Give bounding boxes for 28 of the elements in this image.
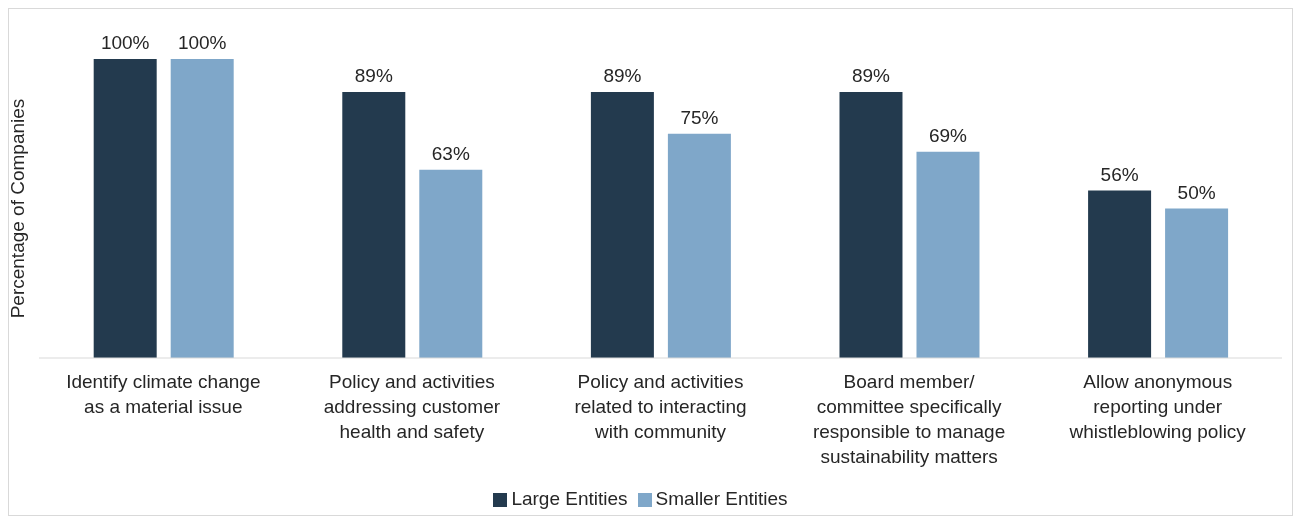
x-tick-label: Policy and activities related to interacting with community bbox=[574, 371, 747, 442]
bar bbox=[590, 91, 654, 358]
x-tick-label: Allow anonymous reporting under whistleblowing policy bbox=[1068, 371, 1247, 442]
data-label: 56% bbox=[1100, 163, 1139, 185]
bar bbox=[419, 169, 483, 358]
data-label: 69% bbox=[928, 124, 968, 146]
bar bbox=[342, 91, 406, 358]
data-label: 75% bbox=[680, 106, 719, 128]
bar bbox=[1165, 208, 1229, 358]
data-label: 50% bbox=[1177, 181, 1216, 203]
y-axis-title: Percentage of Companies bbox=[6, 98, 28, 319]
legend-label: Large Entities bbox=[511, 488, 628, 509]
x-tick-label: Policy and activities addressing customer health and safety bbox=[323, 371, 501, 442]
x-tick-label: Board member/ committee specifically responsible to manage sustainability matters bbox=[812, 371, 1006, 467]
bar bbox=[1088, 190, 1152, 358]
data-label: 100% bbox=[177, 32, 227, 53]
bar bbox=[170, 59, 234, 358]
bar bbox=[839, 91, 903, 358]
bar bbox=[93, 59, 157, 358]
data-label: 100% bbox=[100, 32, 150, 53]
data-label: 63% bbox=[431, 142, 470, 164]
legend-label: Smaller Entities bbox=[655, 488, 788, 509]
data-label: 89% bbox=[851, 64, 891, 86]
x-tick-label: Identify climate change as a material issue bbox=[66, 371, 261, 417]
data-label: 89% bbox=[603, 64, 642, 86]
data-label: 89% bbox=[354, 64, 393, 86]
bar bbox=[667, 133, 731, 358]
bar bbox=[916, 151, 980, 358]
